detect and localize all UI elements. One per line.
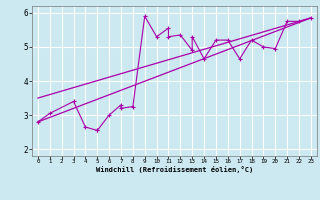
X-axis label: Windchill (Refroidissement éolien,°C): Windchill (Refroidissement éolien,°C) xyxy=(96,166,253,173)
